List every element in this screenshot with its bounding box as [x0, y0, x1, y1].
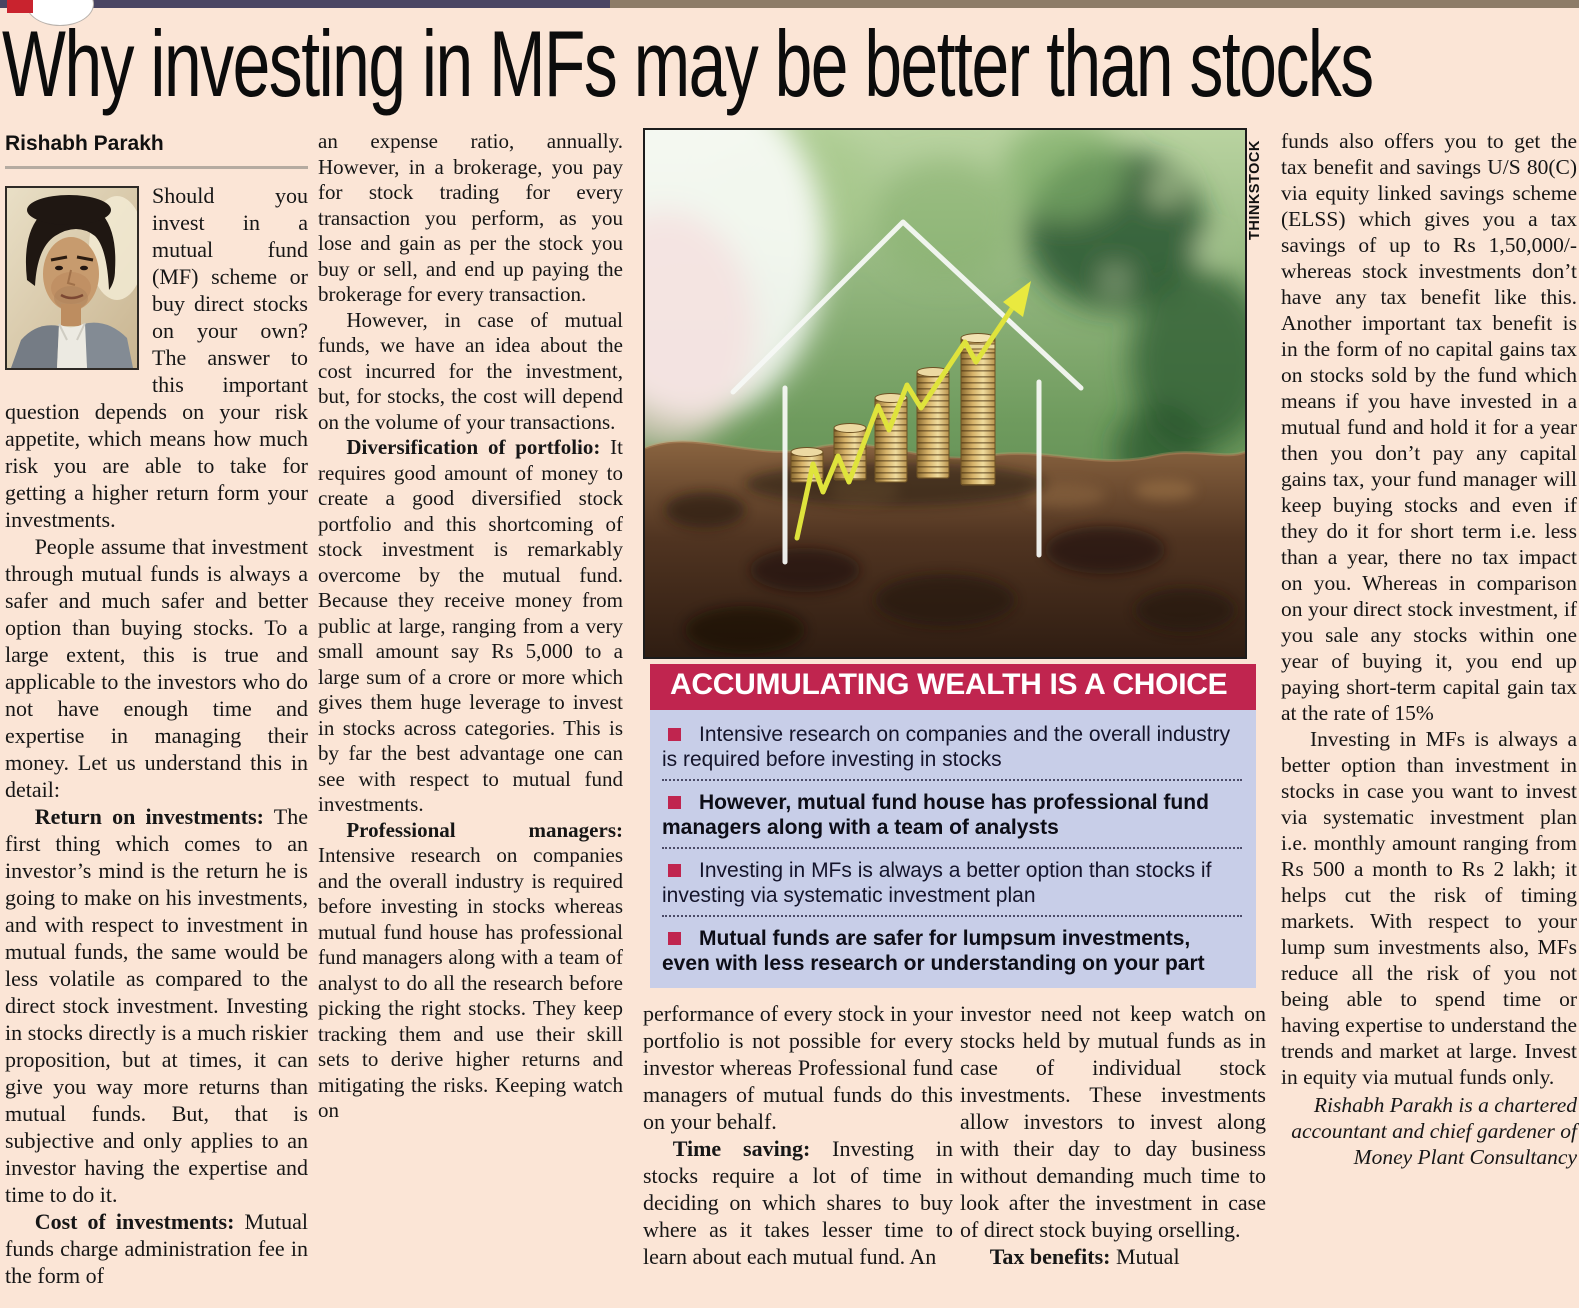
paragraph: Cost of investments: Mutual funds charge…	[5, 1208, 308, 1289]
paragraph-text: Should you invest in a mutual fund (MF) …	[5, 183, 308, 532]
column-2: an expense ratio, annually. However, in …	[318, 129, 623, 1124]
paragraph-text: The first thing which comes to an invest…	[5, 804, 308, 1207]
paragraph-text: It requires good amount of money to crea…	[318, 435, 623, 816]
paragraph: Investing in MFs is always a better opti…	[1281, 726, 1577, 1090]
bullet-square-icon	[668, 932, 681, 945]
bullet-square-icon	[668, 864, 681, 877]
coins-growth-illustration	[645, 130, 1245, 657]
paragraph-lead: Tax benefits:	[989, 1244, 1111, 1269]
bottom-column-right: investor need not keep watch on stocks h…	[960, 1000, 1266, 1270]
infobox-item: However, mutual fund house has professio…	[662, 790, 1242, 840]
paragraph: Diversification of portfolio: It require…	[318, 435, 623, 818]
paragraph: However, in case of mutual funds, we hav…	[318, 308, 623, 436]
paragraph: Should you invest in a mutual fund (MF) …	[5, 182, 308, 533]
paragraph: Time saving: Investing in stocks require…	[643, 1135, 953, 1270]
bullet-square-icon	[668, 728, 681, 741]
paragraph-text: performance of every stock in your portf…	[643, 1001, 953, 1134]
paragraph-text: Investing in stocks require a lot of tim…	[643, 1136, 953, 1269]
author-photo	[5, 186, 139, 370]
paragraph-text: People assume that investment through mu…	[5, 534, 308, 802]
photo-credit: THINKSTOCK	[1247, 140, 1263, 240]
infobox-title: ACCUMULATING WEALTH IS A CHOICE	[650, 664, 1256, 710]
paragraph-text: funds also offers you to get the tax ben…	[1281, 129, 1577, 725]
infobox-item-text: However, mutual fund house has professio…	[662, 791, 1209, 839]
masthead-rule-bar	[0, 0, 1579, 8]
coin-stack	[916, 367, 950, 479]
infobox-item: Investing in MFs is always a better opti…	[662, 858, 1242, 908]
paragraph-lead: Cost of investments:	[34, 1209, 235, 1234]
column-right: funds also offers you to get the tax ben…	[1281, 128, 1577, 1170]
paragraph-text: an expense ratio, annually. However, in …	[318, 129, 623, 306]
paragraph-lead: Diversification of portfolio:	[346, 435, 601, 459]
author-credit: Rishabh Parakh is a chartered accountant…	[1291, 1093, 1577, 1169]
soil-texture	[665, 478, 1235, 654]
dotted-separator	[662, 915, 1242, 917]
section-marker	[7, 0, 33, 13]
paragraph-text: Investing in MFs is always a better opti…	[1281, 727, 1577, 1089]
dotted-separator	[662, 779, 1242, 781]
dotted-separator	[662, 847, 1242, 849]
coin-stacks	[790, 333, 996, 486]
headline-text: Why investing in MFs may be better than …	[2, 11, 1374, 116]
bottom-column-left: performance of every stock in your portf…	[643, 1000, 953, 1270]
paragraph-lead: Return on investments:	[34, 804, 265, 829]
paragraph: investor need not keep watch on stocks h…	[960, 1000, 1266, 1243]
paragraph-lead: Professional managers:	[346, 817, 623, 842]
infobox-body: Intensive research on companies and the …	[650, 710, 1256, 988]
paragraph: performance of every stock in your portf…	[643, 1000, 953, 1135]
paragraph-lead: Time saving:	[672, 1136, 811, 1161]
bullet-square-icon	[668, 796, 681, 809]
infobox: ACCUMULATING WEALTH IS A CHOICE Intensiv…	[650, 664, 1256, 988]
byline: Rishabh Parakh	[5, 132, 164, 155]
infobox-item-text: Mutual funds are safer for lumpsum inves…	[662, 927, 1205, 975]
paragraph-text: Intensive research on companies and the …	[318, 843, 623, 1122]
paragraph-text: Mutual funds charge administration fee i…	[5, 1209, 308, 1288]
paragraph-text: Mutual	[1110, 1244, 1180, 1269]
headline: Why investing in MFs may be better than …	[2, 10, 1579, 118]
paragraph: Professional managers: Intensive researc…	[318, 818, 623, 1124]
paragraph-text: However, in case of mutual funds, we hav…	[318, 307, 623, 434]
paragraph-text: investor need not keep watch on stocks h…	[960, 1001, 1266, 1242]
paragraph: Return on investments: The first thing w…	[5, 803, 308, 1208]
paragraph: an expense ratio, annually. However, in …	[318, 129, 623, 308]
infobox-item: Intensive research on companies and the …	[662, 722, 1242, 772]
coins-growth-photo	[643, 128, 1247, 659]
growth-arrow	[794, 281, 1031, 541]
paragraph: funds also offers you to get the tax ben…	[1281, 128, 1577, 726]
infobox-item-text: Intensive research on companies and the …	[662, 723, 1231, 771]
author-portrait-illustration	[7, 188, 137, 368]
paragraph: Tax benefits: Mutual	[960, 1243, 1266, 1270]
coin-stack	[960, 333, 996, 486]
column-1: Rishabh Parakh	[5, 130, 308, 1289]
byline-rule	[5, 166, 308, 169]
infobox-item-text: Investing in MFs is always a better opti…	[662, 859, 1212, 907]
coin-stack	[874, 393, 908, 483]
house-outline	[730, 219, 1084, 565]
infobox-item: Mutual funds are safer for lumpsum inves…	[662, 926, 1242, 976]
paragraph: People assume that investment through mu…	[5, 533, 308, 803]
